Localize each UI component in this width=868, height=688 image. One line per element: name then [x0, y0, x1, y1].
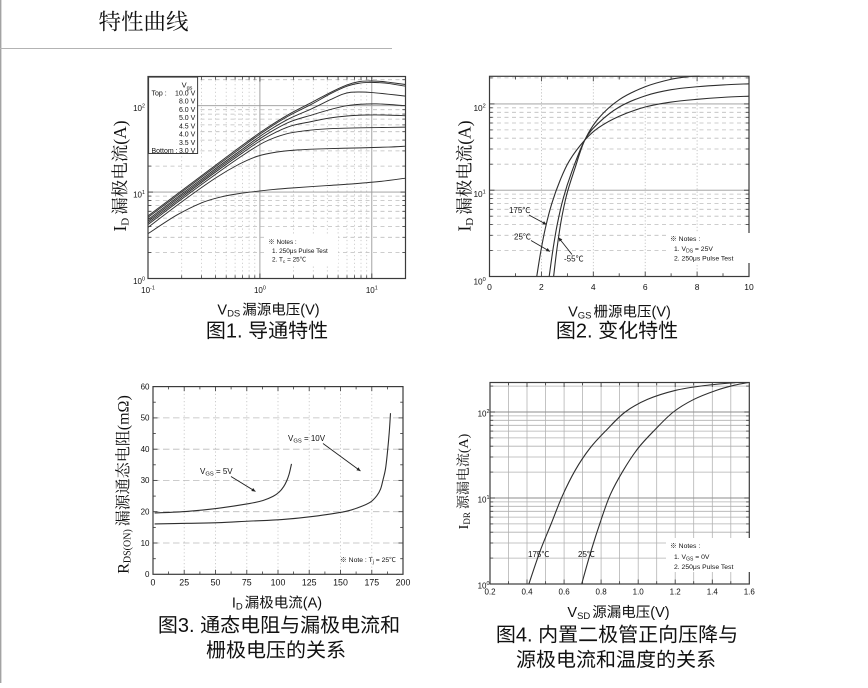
svg-text:100: 100 [478, 581, 490, 591]
svg-text:4.0 V: 4.0 V [179, 132, 196, 139]
svg-text:※ Notes :: ※ Notes : [268, 239, 297, 246]
svg-text:特性曲线: 特性曲线 [99, 10, 189, 35]
svg-text:20: 20 [141, 508, 150, 517]
svg-text:25℃: 25℃ [514, 233, 531, 242]
svg-text:图2. 变化特性: 图2. 变化特性 [556, 321, 678, 343]
svg-text:3.0 V: 3.0 V [179, 148, 196, 155]
svg-text:1. VDS = 25V: 1. VDS = 25V [674, 246, 713, 255]
svg-text:0.6: 0.6 [559, 588, 571, 597]
svg-text:50: 50 [211, 578, 221, 588]
svg-text:1.0: 1.0 [633, 588, 645, 597]
svg-text:40: 40 [141, 445, 150, 454]
svg-text:※ Notes :: ※ Notes : [670, 542, 700, 550]
svg-text:1. 250μs Pulse Test: 1. 250μs Pulse Test [272, 248, 328, 255]
svg-text:101: 101 [478, 495, 490, 505]
svg-text:8: 8 [695, 282, 700, 292]
svg-text:※ Note : Tj = 25℃: ※ Note : Tj = 25℃ [340, 556, 396, 566]
svg-text:25: 25 [179, 578, 189, 588]
svg-text:175℃: 175℃ [509, 206, 530, 215]
svg-text:0: 0 [151, 578, 156, 588]
svg-text:101: 101 [473, 189, 485, 199]
svg-text:图4. 内置二极管正向压降与: 图4. 内置二极管正向压降与 [496, 625, 738, 647]
svg-text:6: 6 [643, 282, 648, 292]
svg-text:4: 4 [591, 282, 596, 292]
svg-text:Vgs: Vgs [182, 81, 193, 92]
svg-text:1.6: 1.6 [744, 588, 756, 597]
svg-text:VGS = 5V: VGS = 5V [200, 467, 233, 478]
svg-text:2. 250μs Pulse Test: 2. 250μs Pulse Test [674, 256, 733, 263]
svg-text:※ Notes :: ※ Notes : [670, 235, 700, 243]
svg-text:100: 100 [254, 285, 266, 295]
svg-text:10-1: 10-1 [141, 285, 155, 295]
svg-text:VGS = 10V: VGS = 10V [288, 434, 326, 445]
svg-text:1. VGS = 0V: 1. VGS = 0V [674, 554, 710, 563]
svg-text:0.8: 0.8 [596, 588, 608, 597]
svg-text:栅极电压的关系: 栅极电压的关系 [206, 640, 346, 662]
svg-text:2: 2 [539, 282, 544, 292]
svg-text:IDR源漏电流(A): IDR源漏电流(A) [456, 433, 472, 529]
svg-text:100: 100 [473, 277, 485, 287]
svg-text:102: 102 [133, 104, 145, 114]
svg-text:10.0 V: 10.0 V [175, 90, 196, 97]
svg-text:1.2: 1.2 [670, 588, 682, 597]
svg-text:175℃: 175℃ [528, 550, 549, 559]
svg-text:ID漏极电流(A): ID漏极电流(A) [110, 120, 131, 231]
svg-text:5.0 V: 5.0 V [179, 115, 196, 122]
svg-text:0.2: 0.2 [484, 588, 496, 597]
svg-text:2. 250μs Pulse Test: 2. 250μs Pulse Test [674, 564, 733, 571]
svg-text:0: 0 [145, 570, 150, 579]
svg-text:ID漏极电流(A): ID漏极电流(A) [455, 120, 476, 231]
svg-text:8.0 V: 8.0 V [179, 99, 196, 106]
svg-text:3.5 V: 3.5 V [179, 140, 196, 147]
svg-text:6.0 V: 6.0 V [179, 107, 196, 114]
svg-text:200: 200 [396, 578, 411, 588]
svg-text:101: 101 [133, 190, 145, 200]
svg-text:30: 30 [141, 476, 150, 485]
svg-text:75: 75 [242, 578, 252, 588]
svg-text:102: 102 [473, 103, 485, 113]
svg-text:4.5 V: 4.5 V [179, 123, 196, 130]
svg-text:101: 101 [366, 285, 378, 295]
svg-text:0: 0 [487, 282, 492, 292]
svg-text:0.4: 0.4 [521, 588, 533, 597]
svg-text:-55℃: -55℃ [564, 255, 584, 264]
svg-text:175: 175 [364, 578, 379, 588]
svg-text:图3. 通态电阻与漏极电流和: 图3. 通态电阻与漏极电流和 [158, 615, 400, 637]
svg-text:10: 10 [141, 539, 150, 548]
svg-text:ID漏极电流(A): ID漏极电流(A) [232, 595, 322, 613]
svg-text:1.4: 1.4 [707, 588, 719, 597]
svg-text:50: 50 [141, 414, 150, 423]
svg-text:25℃: 25℃ [578, 550, 595, 559]
svg-text:图1. 导通特性: 图1. 导通特性 [206, 321, 328, 343]
svg-text:Top :: Top : [152, 90, 167, 97]
svg-text:102: 102 [478, 409, 490, 419]
svg-text:2. Tc = 25℃: 2. Tc = 25℃ [272, 257, 307, 265]
svg-text:60: 60 [141, 382, 150, 391]
svg-text:150: 150 [333, 578, 348, 588]
svg-text:100: 100 [271, 578, 286, 588]
svg-text:源极电流和温度的关系: 源极电流和温度的关系 [516, 650, 716, 672]
svg-text:Bottom :: Bottom : [152, 148, 178, 155]
svg-text:125: 125 [302, 578, 317, 588]
svg-text:10: 10 [744, 282, 754, 292]
svg-text:100: 100 [133, 276, 145, 286]
